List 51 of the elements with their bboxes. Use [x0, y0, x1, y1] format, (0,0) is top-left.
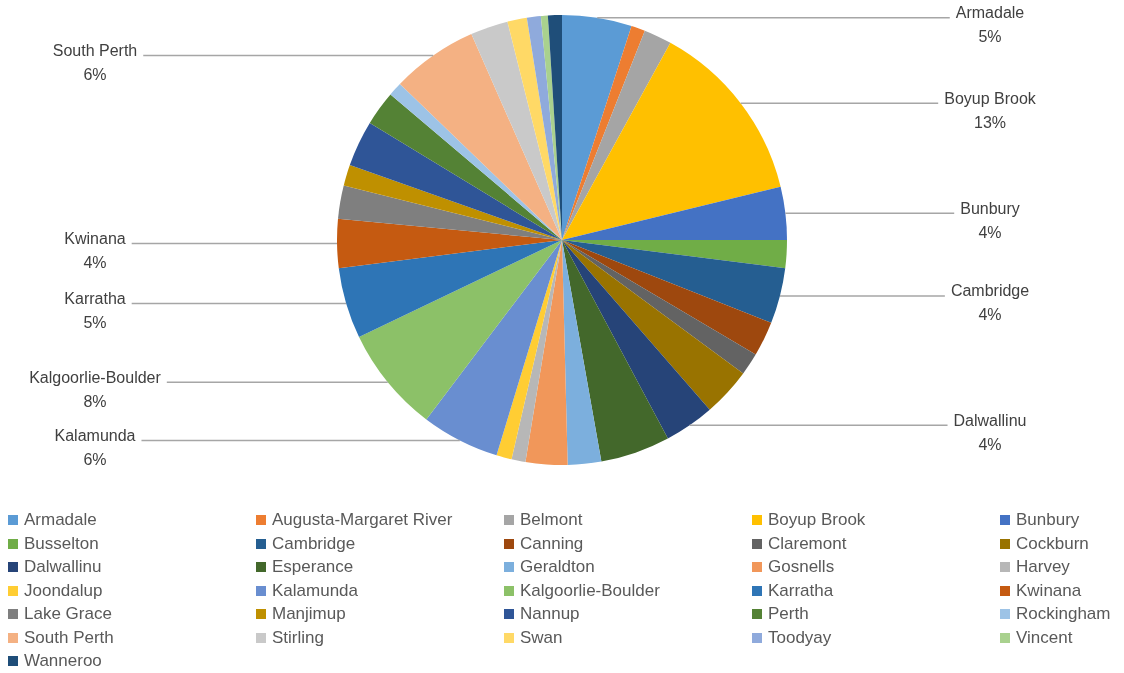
legend-label: Lake Grace	[24, 604, 112, 625]
legend-label: South Perth	[24, 627, 114, 648]
legend-label: Rockingham	[1016, 604, 1111, 625]
data-label: 5%	[83, 313, 107, 331]
slice-label: Kwinana	[64, 229, 126, 247]
legend-label: Claremont	[768, 533, 847, 554]
data-label: 6%	[83, 65, 107, 83]
legend-label: Nannup	[520, 604, 580, 625]
legend-label: Cambridge	[272, 533, 356, 554]
legend-label: Joondalup	[24, 580, 103, 601]
legend-label: Wanneroo	[24, 651, 102, 672]
legend-label: Stirling	[272, 627, 324, 648]
legend-label: Gosnells	[768, 557, 835, 578]
data-label: 5%	[978, 28, 1002, 46]
slice-label: Karratha	[64, 289, 126, 307]
legend-label: Harvey	[1016, 557, 1070, 578]
slice-label: Kalgoorlie-Boulder	[29, 368, 162, 386]
slice-label: Bunbury	[960, 199, 1020, 217]
legend-label: Vincent	[1016, 627, 1073, 648]
legend-label: Cockburn	[1016, 533, 1089, 554]
slice-label: South Perth	[52, 41, 138, 59]
data-label: 4%	[978, 223, 1002, 241]
legend-label: Busselton	[24, 533, 99, 554]
slice-label: Dalwallinu	[953, 411, 1027, 429]
legend-label: Karratha	[768, 580, 834, 601]
legend-label: Manjimup	[272, 604, 346, 625]
legend-label: Kalgoorlie-Boulder	[520, 580, 660, 601]
legend-label: Canning	[520, 533, 584, 554]
data-label: 13%	[973, 113, 1007, 131]
legend-label: Toodyay	[768, 627, 832, 648]
data-label: 4%	[83, 253, 107, 271]
slice-label: Boyup Brook	[944, 89, 1037, 107]
data-label: 4%	[978, 435, 1002, 453]
data-label: 4%	[978, 306, 1002, 324]
legend-label: Perth	[768, 604, 809, 625]
legend-label: Kalamunda	[272, 580, 359, 601]
legend-label: Kwinana	[1016, 580, 1082, 601]
slice-label: Kalamunda	[54, 426, 136, 444]
legend-label: Geraldton	[520, 557, 595, 578]
legend-label: Swan	[520, 627, 563, 648]
legend-label: Augusta-Margaret River	[272, 510, 453, 531]
data-label: 6%	[83, 450, 107, 468]
legend-label: Bunbury	[1016, 510, 1080, 531]
legend-label: Armadale	[24, 510, 97, 531]
legend-label: Dalwallinu	[24, 557, 102, 578]
data-label: 8%	[83, 392, 107, 410]
slice-label: Armadale	[955, 4, 1025, 22]
legend-label: Boyup Brook	[768, 510, 866, 531]
slice-label: Cambridge	[950, 282, 1030, 300]
legend-label: Belmont	[520, 510, 583, 531]
legend-label: Esperance	[272, 557, 354, 578]
